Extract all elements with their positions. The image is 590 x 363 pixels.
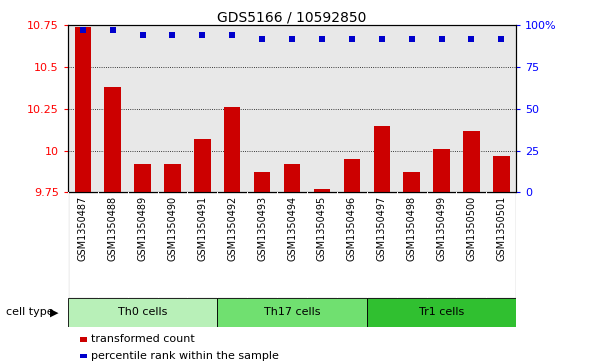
Bar [373,126,390,192]
Bar [343,159,360,192]
Point [347,36,356,42]
Point [257,36,267,42]
Bar [314,189,330,192]
Point [198,33,207,38]
Bar [68,298,217,327]
Text: GSM1350496: GSM1350496 [347,196,357,261]
Text: percentile rank within the sample: percentile rank within the sample [91,351,279,361]
Point [437,36,446,42]
Text: transformed count: transformed count [91,334,195,344]
Text: GSM1350490: GSM1350490 [168,196,178,261]
Point [78,28,87,33]
Text: GSM1350497: GSM1350497 [377,196,386,261]
Point [467,36,476,42]
Text: ▶: ▶ [50,307,58,317]
Point [497,36,506,42]
Text: GSM1350489: GSM1350489 [137,196,148,261]
Bar [194,139,211,192]
Bar [463,131,480,192]
Bar [433,149,450,192]
Text: GSM1350488: GSM1350488 [108,196,117,261]
Text: GSM1350487: GSM1350487 [78,196,88,261]
Text: cell type: cell type [6,307,54,317]
Bar [217,298,367,327]
Text: GSM1350492: GSM1350492 [227,196,237,261]
Bar [284,164,300,192]
Bar [104,87,121,192]
Text: GSM1350491: GSM1350491 [198,196,207,261]
Bar [224,107,241,192]
Text: GSM1350494: GSM1350494 [287,196,297,261]
Point [407,36,417,42]
Title: GDS5166 / 10592850: GDS5166 / 10592850 [217,10,367,24]
Bar [135,164,151,192]
Bar [367,298,516,327]
Point [377,36,386,42]
Text: Tr1 cells: Tr1 cells [419,307,464,317]
Text: Th17 cells: Th17 cells [264,307,320,317]
Text: GSM1350493: GSM1350493 [257,196,267,261]
Text: GSM1350498: GSM1350498 [407,196,417,261]
Text: GSM1350499: GSM1350499 [437,196,447,261]
Bar [74,27,91,192]
Point [168,33,177,38]
Point [138,33,148,38]
Point [108,28,117,33]
Bar [68,192,516,298]
Bar [164,164,181,192]
Text: Th0 cells: Th0 cells [118,307,168,317]
Text: GSM1350495: GSM1350495 [317,196,327,261]
Bar [254,172,270,192]
Point [287,36,297,42]
Text: GSM1350501: GSM1350501 [496,196,506,261]
Point [228,33,237,38]
Point [317,36,327,42]
Text: GSM1350500: GSM1350500 [467,196,476,261]
Bar [493,156,510,192]
Bar [404,172,420,192]
